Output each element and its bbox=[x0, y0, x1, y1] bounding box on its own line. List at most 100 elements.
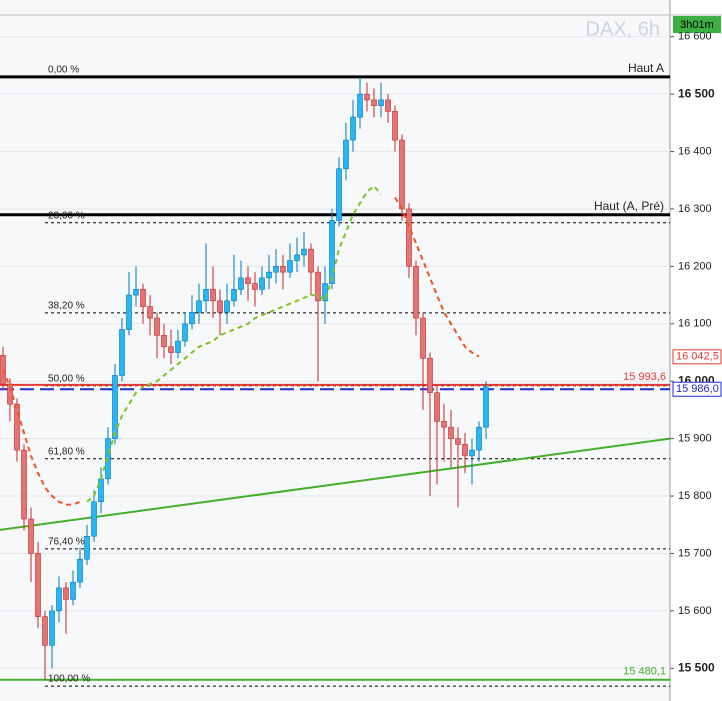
y-tick-label: 15 800 bbox=[678, 490, 712, 502]
fib-label: 61,80 % bbox=[48, 446, 85, 457]
candle-body bbox=[364, 93, 370, 101]
candle-body bbox=[231, 289, 237, 302]
candle-body bbox=[49, 610, 55, 646]
candle-body bbox=[21, 449, 27, 520]
candle-body bbox=[126, 294, 132, 330]
price-label: 15 480,1 bbox=[623, 666, 666, 678]
candle-body bbox=[406, 208, 412, 267]
candle-body bbox=[28, 518, 34, 554]
candle-body bbox=[462, 444, 468, 457]
candle-body bbox=[140, 289, 146, 307]
timer: 3h01m bbox=[680, 19, 714, 31]
candle-body bbox=[203, 289, 209, 302]
candle-body bbox=[378, 99, 384, 106]
candle-body bbox=[287, 260, 293, 273]
fib-label: 38,20 % bbox=[48, 301, 85, 312]
candle-body bbox=[42, 616, 48, 646]
marks bbox=[0, 75, 670, 680]
y-tick-label: 16 400 bbox=[678, 145, 712, 157]
candle-body bbox=[434, 392, 440, 422]
candle-body bbox=[476, 426, 482, 451]
candle-body bbox=[448, 426, 454, 439]
candle-body bbox=[154, 317, 160, 336]
level-label: Haut A bbox=[628, 61, 664, 75]
fib-label: 0,00 % bbox=[48, 65, 79, 76]
candle-body bbox=[343, 139, 349, 170]
candle-body bbox=[420, 317, 426, 359]
candle-body bbox=[238, 277, 244, 290]
price-label: 15 986,0 bbox=[676, 383, 719, 395]
candle-body bbox=[119, 329, 125, 376]
candle-body bbox=[308, 248, 314, 273]
candle-body bbox=[63, 587, 69, 600]
candle-body bbox=[273, 266, 279, 273]
price-box bbox=[672, 381, 722, 397]
candle-body bbox=[294, 254, 300, 261]
candle-body bbox=[182, 323, 188, 342]
candle-body bbox=[98, 478, 104, 503]
candle-body bbox=[259, 277, 265, 290]
candle-body bbox=[371, 99, 377, 106]
candle-body bbox=[35, 553, 41, 617]
trendline bbox=[0, 437, 671, 531]
watermark: DAX, 6h bbox=[586, 18, 660, 40]
candle-body bbox=[189, 312, 195, 325]
y-tick-label: 15 600 bbox=[678, 605, 712, 617]
candle-body bbox=[392, 111, 398, 141]
y-tick-label: 15 500 bbox=[678, 660, 715, 674]
candle-body bbox=[469, 449, 475, 457]
candle-body bbox=[336, 168, 342, 221]
y-tick-label: 15 700 bbox=[678, 547, 712, 559]
candle-body bbox=[266, 271, 272, 279]
y-tick-label: 16 500 bbox=[678, 86, 715, 100]
candle-body bbox=[280, 266, 286, 273]
candle-body bbox=[245, 277, 251, 284]
candle-body bbox=[161, 334, 167, 348]
candle-body bbox=[217, 300, 223, 313]
y-tick-label: 15 900 bbox=[678, 433, 712, 445]
price-label: 15 993,6 bbox=[623, 371, 666, 383]
candle-body bbox=[455, 438, 461, 445]
candle-body bbox=[196, 300, 202, 313]
price-tag-label: 16 042,5 bbox=[676, 351, 719, 363]
candle-body bbox=[210, 289, 216, 302]
candle-body bbox=[91, 501, 97, 537]
y-tick-label: 16 600 bbox=[678, 31, 712, 43]
candle-body bbox=[385, 99, 391, 112]
candle-body bbox=[350, 116, 356, 141]
level-label: Haut (A, Pré) bbox=[594, 199, 664, 213]
candle-body bbox=[224, 300, 230, 313]
timer-box bbox=[673, 16, 721, 33]
candle-body bbox=[7, 383, 13, 405]
candle-body bbox=[168, 346, 174, 353]
candle-body bbox=[322, 283, 328, 302]
candle-body bbox=[413, 266, 419, 319]
candle-body bbox=[329, 220, 335, 284]
fib-label: 50,00 % bbox=[48, 373, 85, 384]
moving-average bbox=[86, 184, 382, 503]
candle-body bbox=[14, 403, 20, 451]
candle-body bbox=[133, 289, 139, 296]
y-tick-label: 16 300 bbox=[678, 203, 712, 215]
y-tick-label: 16 100 bbox=[678, 318, 712, 330]
candle-body bbox=[77, 558, 83, 583]
candle-body bbox=[357, 93, 363, 118]
candle-body bbox=[84, 535, 90, 560]
price-tag-box bbox=[672, 349, 722, 365]
fib-label: 23,60 % bbox=[48, 210, 85, 221]
candle-body bbox=[70, 581, 76, 600]
candle-body bbox=[252, 283, 258, 290]
candle-body bbox=[56, 587, 62, 612]
moving-average bbox=[2, 196, 480, 506]
candle-body bbox=[112, 375, 118, 439]
y-tick-label: 16 200 bbox=[678, 260, 712, 272]
fib-label: 100,00 % bbox=[48, 674, 90, 685]
candle-body bbox=[301, 248, 307, 256]
candle-body bbox=[315, 271, 321, 302]
candle-body bbox=[175, 340, 181, 353]
candle-body bbox=[399, 139, 405, 210]
candle-body bbox=[427, 357, 433, 393]
candle-body bbox=[483, 386, 489, 428]
fib-label: 76,40 % bbox=[48, 536, 85, 547]
